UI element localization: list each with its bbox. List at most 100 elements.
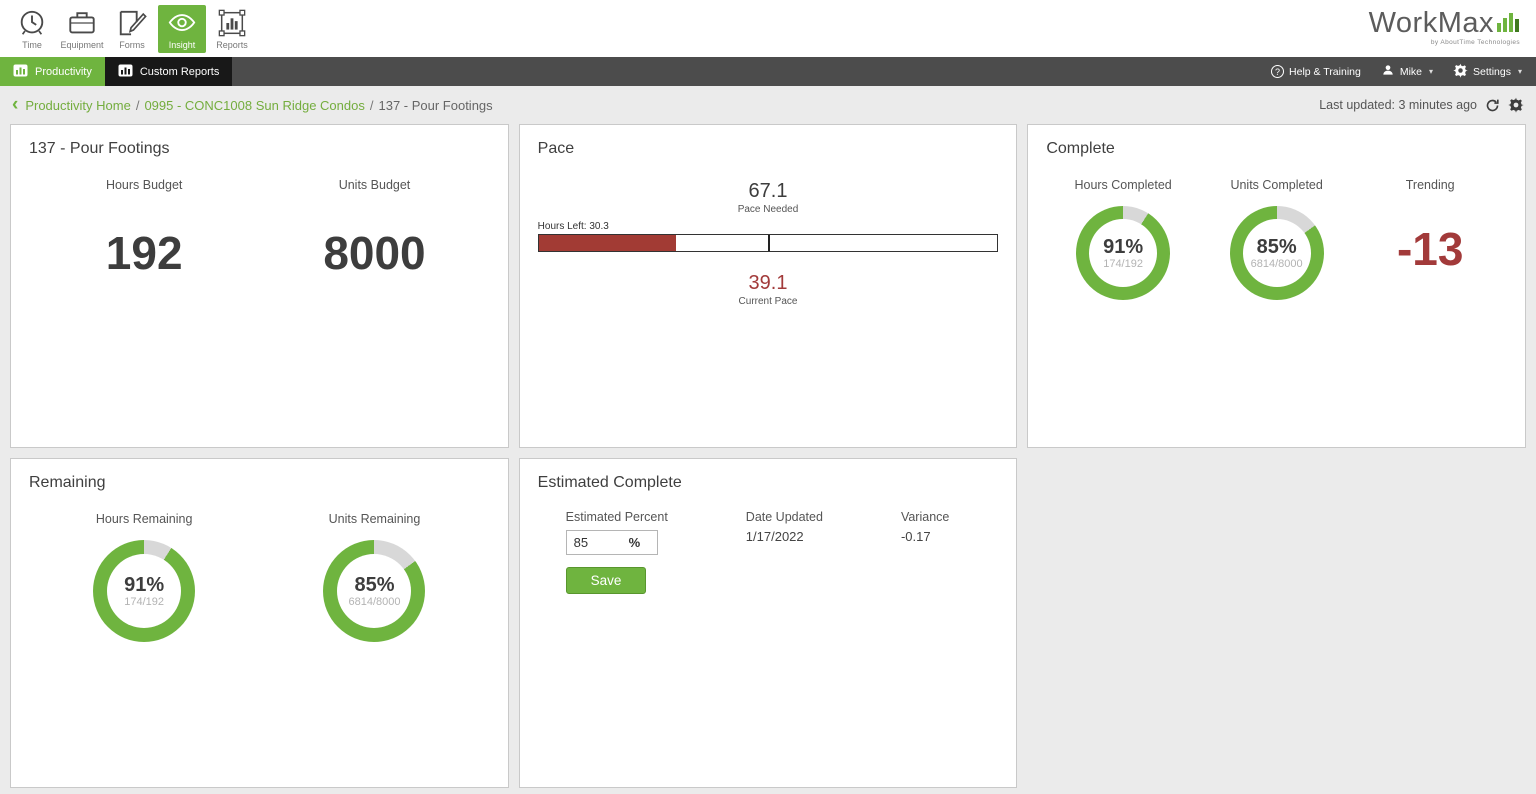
pace-needed-value: 67.1 xyxy=(748,180,788,202)
chevron-down-icon: ▾ xyxy=(1429,67,1434,76)
estimated-percent-group: % xyxy=(565,530,658,555)
budget-card: 137 - Pour Footings Hours Budget 192 Uni… xyxy=(10,124,509,448)
tab-productivity[interactable]: Productivity xyxy=(0,57,105,86)
toolbar-item-equipment[interactable]: Equipment xyxy=(58,5,106,53)
clock-icon xyxy=(17,8,47,38)
estimated-percent-label: Estimated Percent xyxy=(565,510,668,524)
workmax-logo: WorkMax by AboutTime Technologies xyxy=(1369,7,1520,46)
main-navbar: Productivity Custom Reports ? Help & Tra… xyxy=(0,57,1536,86)
units-completed-column: Units Completed 85% 6814/8000 xyxy=(1200,178,1354,300)
pace-card-title: Pace xyxy=(537,140,575,157)
toolbar-label-time: Time xyxy=(22,40,42,50)
gear-icon xyxy=(1453,63,1468,81)
hours-completed-fraction: 174/192 xyxy=(1103,258,1143,270)
last-updated-text: Last updated: 3 minutes ago xyxy=(1319,98,1477,112)
current-pace-label: Current Pace xyxy=(738,296,798,307)
hours-remaining-label: Hours Remaining xyxy=(95,512,193,526)
remaining-columns: Hours Remaining 91% 174/192 Units Remain… xyxy=(29,512,490,642)
pace-bar-block: Hours Left: 30.3 xyxy=(537,221,999,252)
pace-needed-block: 67.1 Pace Needed xyxy=(538,180,999,215)
current-pace-value: 39.1 xyxy=(748,272,788,294)
refresh-icon[interactable] xyxy=(1485,98,1500,113)
units-completed-donut: 85% 6814/8000 xyxy=(1229,206,1324,300)
hours-remaining-column: Hours Remaining 91% 174/192 xyxy=(29,512,259,642)
units-completed-fraction: 6814/8000 xyxy=(1250,258,1303,270)
toolbar-item-insight[interactable]: Insight xyxy=(158,5,206,53)
date-updated-value: 1/17/2022 xyxy=(745,529,804,544)
pace-card: Pace 67.1 Pace Needed Hours Left: 30.3 3… xyxy=(518,124,1018,448)
estimated-columns: Estimated Percent % Save Date Updated 1/… xyxy=(538,510,999,594)
trending-value: -13 xyxy=(1396,223,1464,275)
breadcrumb-job-link[interactable]: 0995 - CONC1008 Sun Ridge Condos xyxy=(144,97,365,113)
logo-subtext: by AboutTime Technologies xyxy=(1430,39,1520,46)
custom-reports-chart-icon xyxy=(118,64,133,80)
user-name-label: Mike xyxy=(1399,65,1423,78)
variance-column: Variance -0.17 xyxy=(901,510,949,594)
toolbar-item-forms[interactable]: Forms xyxy=(108,5,156,53)
remaining-card-title: Remaining xyxy=(29,474,106,491)
donut-center: 85% 6814/8000 xyxy=(337,554,412,628)
hours-completed-column: Hours Completed 91% 174/192 xyxy=(1046,178,1200,300)
help-training-label: Help & Training xyxy=(1289,65,1361,78)
units-completed-percent: 85% xyxy=(1256,236,1297,258)
toolbar-item-reports[interactable]: Reports xyxy=(208,5,256,53)
help-training-link[interactable]: ? Help & Training xyxy=(1271,65,1361,78)
current-pace-block: 39.1 Current Pace xyxy=(538,272,999,307)
units-remaining-percent: 85% xyxy=(354,574,395,596)
units-remaining-fraction: 6814/8000 xyxy=(348,596,401,608)
pace-bar-tick xyxy=(767,235,770,251)
units-remaining-donut: 85% 6814/8000 xyxy=(323,540,426,642)
hours-completed-donut: 91% 174/192 xyxy=(1076,206,1171,300)
breadcrumb-separator: / xyxy=(135,97,140,113)
toolbar-label-reports: Reports xyxy=(216,40,248,50)
remaining-card: Remaining Hours Remaining 91% 174/192 Un… xyxy=(10,458,509,788)
toolbar-label-insight: Insight xyxy=(168,40,196,50)
trending-column: Trending -13 xyxy=(1353,178,1507,300)
estimated-percent-input[interactable] xyxy=(566,535,629,550)
date-updated-label: Date Updated xyxy=(745,510,823,524)
breadcrumb-current: 137 - Pour Footings xyxy=(378,97,493,113)
top-toolbar: Time Equipment Forms Insight xyxy=(0,0,1536,57)
chevron-down-icon: ▾ xyxy=(1517,67,1522,76)
toolbar-label-equipment: Equipment xyxy=(60,40,104,50)
variance-value: -0.17 xyxy=(900,529,931,544)
donut-center: 85% 6814/8000 xyxy=(1242,219,1311,287)
budget-card-title: 137 - Pour Footings xyxy=(29,140,170,157)
units-remaining-label: Units Remaining xyxy=(328,512,421,526)
dashboard-settings-gear-icon[interactable] xyxy=(1508,97,1524,113)
navbar-right: ? Help & Training Mike ▾ Settings ▾ xyxy=(1271,57,1536,86)
hours-budget-column: Hours Budget 192 xyxy=(29,178,259,280)
tab-custom-reports[interactable]: Custom Reports xyxy=(104,57,233,86)
logo-bars-icon xyxy=(1496,7,1520,38)
estimated-percent-column: Estimated Percent % Save xyxy=(565,510,668,594)
hours-left-label: Hours Left: 30.3 xyxy=(537,221,609,232)
save-button[interactable]: Save xyxy=(565,567,647,594)
eye-icon xyxy=(167,8,197,38)
hours-budget-value: 192 xyxy=(105,227,183,279)
breadcrumb-row: ‹ Productivity Home / 0995 - CONC1008 Su… xyxy=(0,86,1536,124)
user-menu[interactable]: Mike ▾ xyxy=(1381,63,1433,80)
breadcrumb-home-link[interactable]: Productivity Home xyxy=(25,97,131,113)
hours-remaining-donut: 91% 174/192 xyxy=(93,540,196,642)
settings-menu[interactable]: Settings ▾ xyxy=(1453,63,1522,81)
units-budget-label: Units Budget xyxy=(338,178,411,192)
pace-needed-label: Pace Needed xyxy=(737,204,799,215)
hours-remaining-percent: 91% xyxy=(124,574,165,596)
hours-completed-label: Hours Completed xyxy=(1074,178,1172,192)
estimated-card-title: Estimated Complete xyxy=(537,474,682,491)
complete-card: Complete Hours Completed 91% 174/192 Uni… xyxy=(1027,124,1526,448)
trending-label: Trending xyxy=(1405,178,1455,192)
hours-budget-label: Hours Budget xyxy=(105,178,183,192)
units-budget-column: Units Budget 8000 xyxy=(259,178,489,280)
form-pen-icon xyxy=(117,8,147,38)
bar-chart-icon xyxy=(217,8,247,38)
tab-custom-reports-label: Custom Reports xyxy=(139,65,220,78)
back-icon[interactable]: ‹ xyxy=(12,94,19,115)
breadcrumb-separator: / xyxy=(369,97,374,113)
estimated-complete-card: Estimated Complete Estimated Percent % S… xyxy=(518,458,1018,788)
logo-text: WorkMax xyxy=(1368,7,1494,39)
briefcase-icon xyxy=(67,8,97,38)
units-budget-value: 8000 xyxy=(323,227,426,279)
toolbar-item-time[interactable]: Time xyxy=(8,5,56,53)
units-completed-label: Units Completed xyxy=(1230,178,1323,192)
